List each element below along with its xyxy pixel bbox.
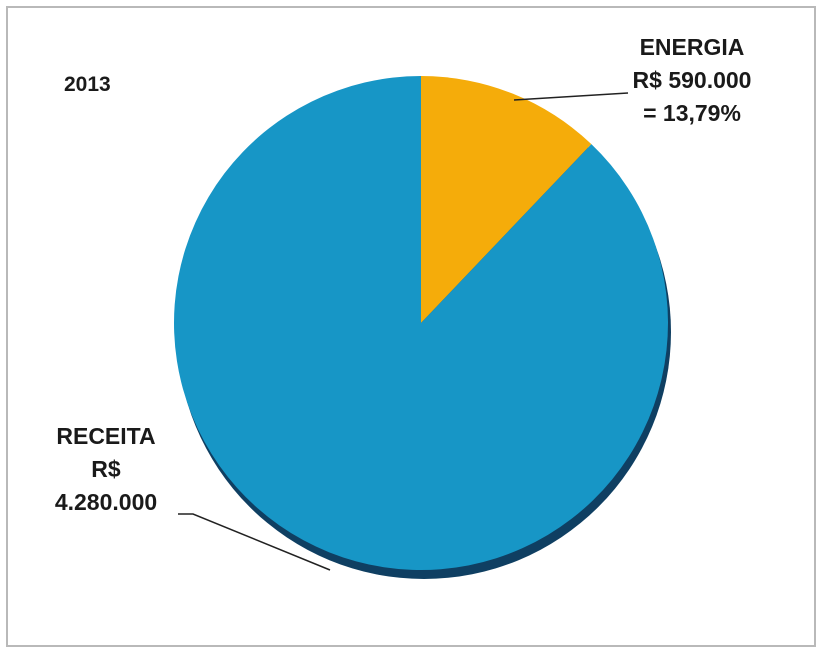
pie-slice-receita — [174, 76, 669, 570]
pie-slice-energia — [421, 76, 592, 323]
chart-title: 2013 — [64, 73, 111, 96]
data-label-receita-line-1: RECEITA — [56, 423, 156, 449]
data-label-receita-line-2: R$ — [91, 456, 121, 482]
pie-chart — [174, 76, 671, 579]
data-label-energia-line-2: R$ 590.000 — [632, 67, 752, 93]
data-label-receita: RECEITA R$ 4.280.000 — [36, 420, 176, 519]
pie-slices — [174, 76, 669, 570]
data-label-energia: ENERGIA R$ 590.000 = 13,79% — [612, 31, 772, 130]
data-label-energia-line-3: = 13,79% — [643, 100, 741, 126]
data-label-receita-line-3: 4.280.000 — [54, 489, 158, 515]
chart-frame: 2013 ENERGIA R$ 590.000 = 13,79% RECEITA… — [6, 6, 816, 647]
leader-line-receita — [178, 513, 331, 571]
leader-line-energia — [513, 92, 629, 101]
data-label-energia-line-1: ENERGIA — [639, 34, 745, 60]
